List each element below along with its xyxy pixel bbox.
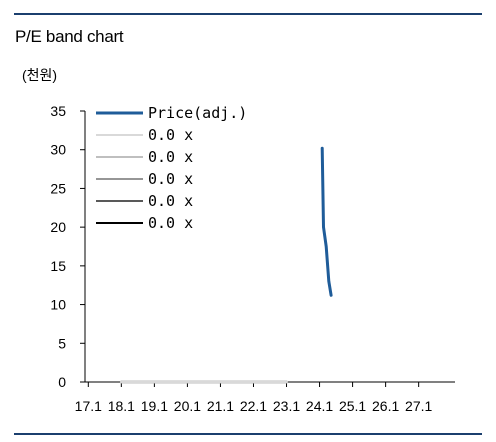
y-tick-label: 0 bbox=[58, 374, 66, 390]
y-tick-label: 5 bbox=[58, 335, 66, 351]
x-tick-label: 17.1 bbox=[75, 398, 102, 414]
bottom-rule bbox=[14, 433, 482, 435]
y-tick-label: 20 bbox=[50, 219, 66, 235]
x-tick-label: 19.1 bbox=[141, 398, 168, 414]
legend-label: 0.0 x bbox=[148, 170, 193, 188]
price-series-line bbox=[320, 146, 333, 297]
x-tick-label: 25.1 bbox=[339, 398, 366, 414]
legend-label: 0.0 x bbox=[148, 126, 193, 144]
x-tick-label: 22.1 bbox=[240, 398, 267, 414]
series-lines bbox=[120, 146, 333, 384]
legend-label: 0.0 x bbox=[148, 192, 193, 210]
legend-label: Price(adj.) bbox=[148, 104, 247, 122]
unit-label: (천원) bbox=[22, 67, 58, 83]
legend-label: 0.0 x bbox=[148, 214, 193, 232]
x-tick-label: 24.1 bbox=[306, 398, 333, 414]
x-tick-label: 27.1 bbox=[405, 398, 432, 414]
x-tick-label: 20.1 bbox=[174, 398, 201, 414]
axes: 35 30 25 20 15 10 5 0 17.1 18.1 19.1 20.1 21.1 22.1 23… bbox=[50, 103, 455, 414]
y-tick-label: 10 bbox=[50, 297, 66, 313]
legend-label: 0.0 x bbox=[148, 148, 193, 166]
x-tick-label: 23.1 bbox=[273, 398, 300, 414]
y-tick-label: 15 bbox=[50, 258, 66, 274]
y-tick-label: 25 bbox=[50, 180, 66, 196]
chart-title: P/E band chart bbox=[15, 27, 124, 46]
top-rule bbox=[14, 13, 482, 15]
x-tick-label: 21.1 bbox=[207, 398, 234, 414]
y-tick-label: 30 bbox=[50, 142, 66, 158]
legend: Price(adj.) 0.0 x 0.0 x 0.0 x 0.0 x 0.0 x bbox=[96, 104, 247, 232]
y-tick-label: 35 bbox=[50, 103, 66, 119]
x-tick-label: 18.1 bbox=[108, 398, 135, 414]
x-tick-label: 26.1 bbox=[372, 398, 399, 414]
